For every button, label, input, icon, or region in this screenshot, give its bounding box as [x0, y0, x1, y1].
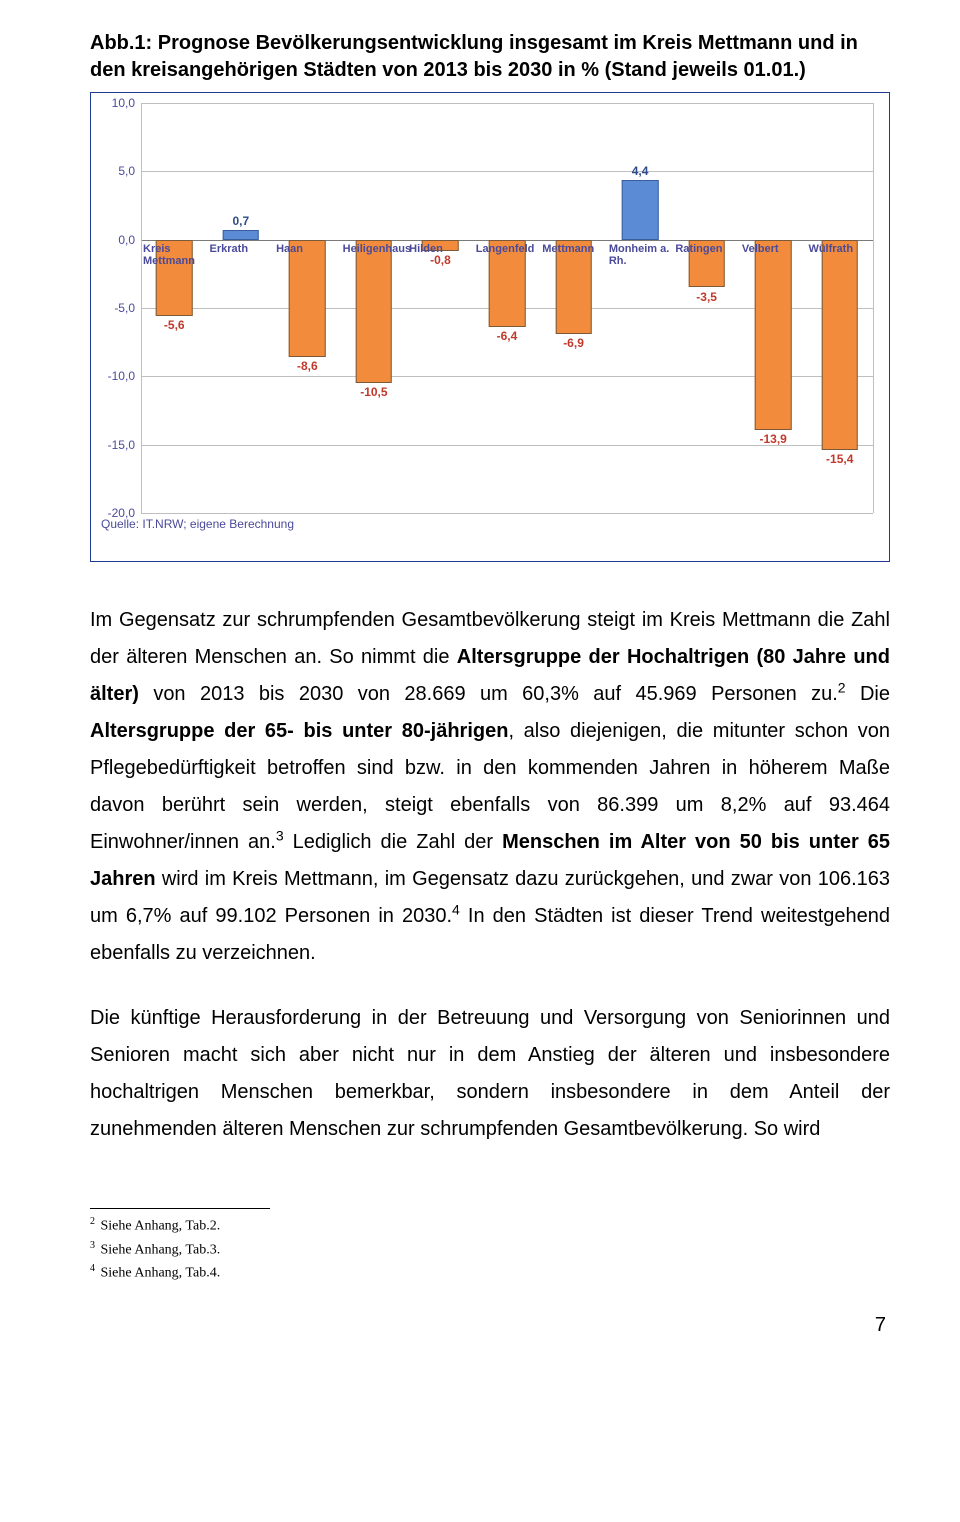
footnotes-rule: [90, 1208, 270, 1209]
category-column: -6,4Langenfeld: [474, 103, 541, 513]
body-text: Im Gegensatz zur schrumpfenden Gesamtbev…: [90, 602, 890, 1148]
chart-container: 10,0 5,0 0,0 -5,0 -10,0 -15,0 -20,0-5,6KreisMe…: [90, 92, 890, 562]
category-column: -3,5Ratingen: [673, 103, 740, 513]
category-column: 4,4Monheim a.Rh.: [607, 103, 674, 513]
footnote-ref-3: 3: [276, 827, 284, 843]
page-number: 7: [90, 1314, 890, 1337]
bar: [821, 240, 858, 450]
footnote-text: Siehe Anhang, Tab.3.: [97, 1242, 220, 1257]
footnote: 2 Siehe Anhang, Tab.2.: [90, 1215, 890, 1237]
ytick-label: 0,0: [118, 233, 141, 247]
plot-frame-line: [873, 103, 874, 513]
category-column: -8,6Haan: [274, 103, 341, 513]
ytick-label: 5,0: [118, 164, 141, 178]
bar: [356, 240, 393, 384]
paragraph-1: Im Gegensatz zur schrumpfenden Gesamtbev…: [90, 602, 890, 972]
category-column: -5,6KreisMettmann: [141, 103, 208, 513]
category-column: -0,8Hilden: [407, 103, 474, 513]
category-column: -6,9Mettmann: [540, 103, 607, 513]
text: von 2013 bis 2030 von 28.669 um 60,3% au…: [139, 683, 838, 705]
ytick-label: 10,0: [112, 96, 141, 110]
footnote-number: 2: [90, 1216, 95, 1227]
footnote: 4 Siehe Anhang, Tab.4.: [90, 1262, 890, 1284]
page: Abb.1: Prognose Bevölkerungsentwicklung …: [0, 0, 960, 1377]
footnote-text: Siehe Anhang, Tab.2.: [97, 1219, 220, 1234]
footnote-text: Siehe Anhang, Tab.4.: [97, 1266, 220, 1281]
paragraph-2: Die künftige Herausforderung in der Betr…: [90, 1000, 890, 1148]
bold-text: Altersgruppe der 65- bis unter 80-jährig…: [90, 720, 508, 742]
bar-value-label: -3,5: [696, 290, 717, 304]
bar: [289, 240, 326, 358]
text: Lediglich die Zahl der: [284, 831, 502, 853]
ytick-label: -10,0: [108, 369, 141, 383]
category-column: -10,5Heiligenhaus: [341, 103, 408, 513]
category-column: 0,7Erkrath: [208, 103, 275, 513]
bar: [223, 230, 260, 240]
footnote: 3 Siehe Anhang, Tab.3.: [90, 1239, 890, 1261]
bar-value-label: -6,9: [563, 336, 584, 350]
footnotes: 2 Siehe Anhang, Tab.2.3 Siehe Anhang, Ta…: [90, 1215, 890, 1284]
bar-value-label: -13,9: [759, 432, 786, 446]
footnote-number: 3: [90, 1240, 95, 1251]
category-column: -13,9Velbert: [740, 103, 807, 513]
bar-value-label: -15,4: [826, 452, 853, 466]
text: Die: [846, 683, 890, 705]
bar-value-label: -5,6: [164, 318, 185, 332]
ytick-label: -15,0: [108, 438, 141, 452]
chart-source: Quelle: IT.NRW; eigene Berechnung: [101, 517, 879, 531]
bar-value-label: -6,4: [497, 329, 518, 343]
bar-value-label: -10,5: [360, 385, 387, 399]
bar-value-label: -8,6: [297, 359, 318, 373]
ytick-label: -20,0: [108, 506, 141, 520]
bar-value-label: 4,4: [632, 164, 649, 178]
footnote-ref-4: 4: [452, 901, 460, 917]
bar: [622, 180, 659, 240]
footnote-ref-2: 2: [838, 679, 846, 695]
bar-value-label: 0,7: [232, 214, 249, 228]
category-label: Wülfrath: [808, 243, 888, 256]
bar: [755, 240, 792, 430]
ytick-label: -5,0: [114, 301, 141, 315]
figure-title: Abb.1: Prognose Bevölkerungsentwicklung …: [90, 30, 890, 84]
plot-area: 10,05,00,0-5,0-10,0-15,0-20,0-5,6KreisMe…: [141, 103, 873, 513]
category-column: -15,4Wülfrath: [806, 103, 873, 513]
footnote-number: 4: [90, 1263, 95, 1274]
gridline: [141, 513, 873, 514]
